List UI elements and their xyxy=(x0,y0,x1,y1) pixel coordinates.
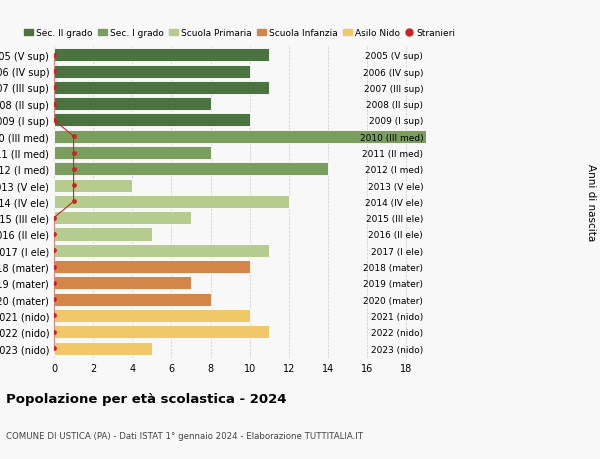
Bar xyxy=(54,147,211,160)
Bar xyxy=(54,163,328,176)
Point xyxy=(69,133,79,140)
Bar xyxy=(54,49,269,62)
Point xyxy=(49,263,59,271)
Point xyxy=(49,345,59,352)
Bar xyxy=(54,342,152,355)
Point xyxy=(49,214,59,222)
Bar xyxy=(54,114,250,127)
Point xyxy=(69,150,79,157)
Bar xyxy=(54,82,269,95)
Bar xyxy=(54,179,133,192)
Point xyxy=(49,84,59,92)
Point xyxy=(49,101,59,108)
Point xyxy=(49,296,59,303)
Bar xyxy=(54,196,289,208)
Point xyxy=(49,312,59,319)
Bar xyxy=(54,98,211,111)
Bar xyxy=(54,228,152,241)
Point xyxy=(49,328,59,336)
Point xyxy=(49,52,59,59)
Point xyxy=(49,117,59,124)
Bar xyxy=(54,325,269,339)
Point xyxy=(69,198,79,206)
Bar xyxy=(54,130,426,143)
Point xyxy=(69,166,79,173)
Point xyxy=(49,68,59,76)
Bar xyxy=(54,293,211,306)
Point xyxy=(49,247,59,254)
Point xyxy=(49,231,59,238)
Point xyxy=(69,182,79,190)
Bar xyxy=(54,65,250,78)
Bar xyxy=(54,261,250,274)
Text: Anni di nascita: Anni di nascita xyxy=(586,163,596,241)
Bar xyxy=(54,244,269,257)
Bar xyxy=(54,309,250,322)
Bar xyxy=(54,212,191,225)
Text: COMUNE DI USTICA (PA) - Dati ISTAT 1° gennaio 2024 - Elaborazione TUTTITALIA.IT: COMUNE DI USTICA (PA) - Dati ISTAT 1° ge… xyxy=(6,431,363,441)
Text: Popolazione per età scolastica - 2024: Popolazione per età scolastica - 2024 xyxy=(6,392,287,405)
Point xyxy=(49,280,59,287)
Bar xyxy=(54,277,191,290)
Legend: Sec. II grado, Sec. I grado, Scuola Primaria, Scuola Infanzia, Asilo Nido, Stran: Sec. II grado, Sec. I grado, Scuola Prim… xyxy=(25,29,455,38)
